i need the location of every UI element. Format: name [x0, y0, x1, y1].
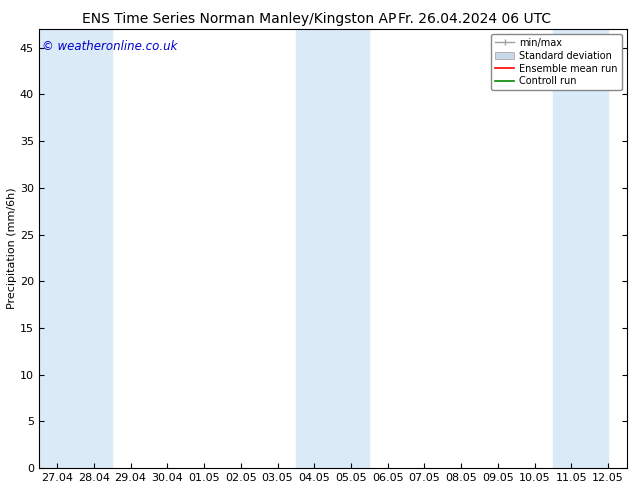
Bar — [39, 29, 112, 468]
Bar — [553, 29, 608, 468]
Bar — [296, 29, 370, 468]
Legend: min/max, Standard deviation, Ensemble mean run, Controll run: min/max, Standard deviation, Ensemble me… — [491, 34, 622, 90]
Text: ENS Time Series Norman Manley/Kingston AP: ENS Time Series Norman Manley/Kingston A… — [82, 12, 397, 26]
Text: © weatheronline.co.uk: © weatheronline.co.uk — [42, 40, 177, 53]
Y-axis label: Precipitation (mm/6h): Precipitation (mm/6h) — [7, 188, 17, 309]
Text: Fr. 26.04.2024 06 UTC: Fr. 26.04.2024 06 UTC — [398, 12, 552, 26]
